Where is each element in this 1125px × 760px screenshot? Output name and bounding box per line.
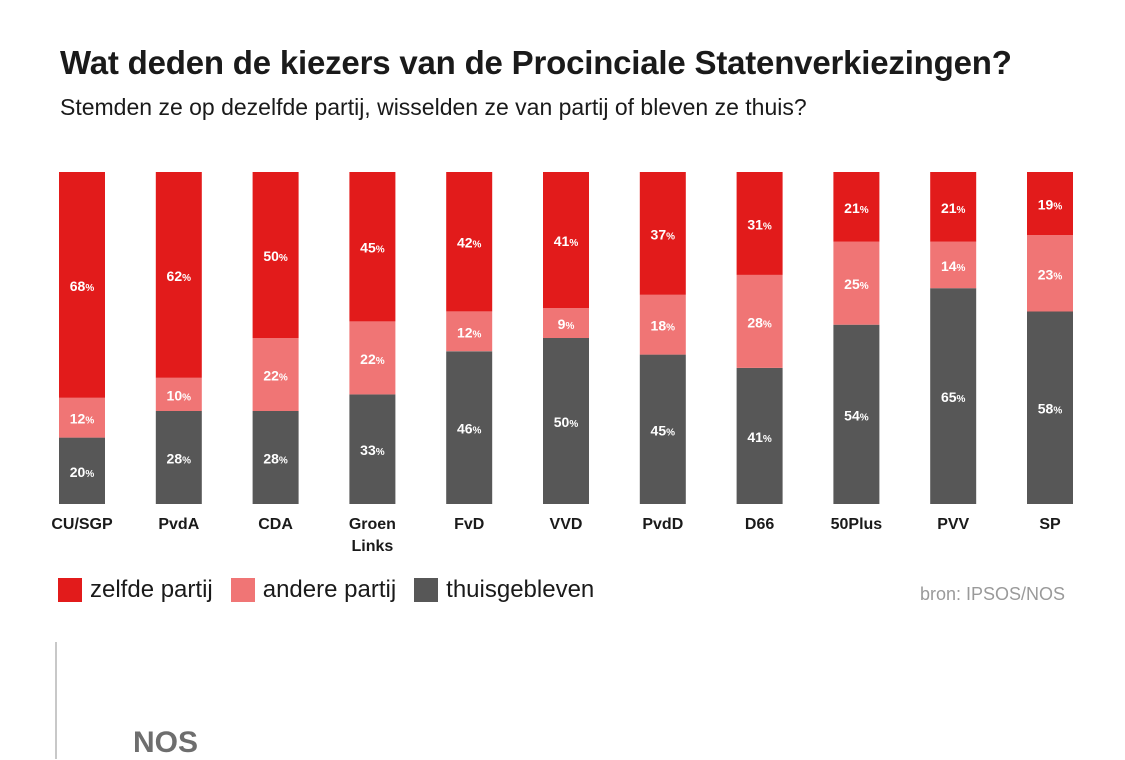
bar-segment <box>833 324 880 504</box>
data-label: 23% <box>1038 266 1063 282</box>
bar-segment <box>639 354 686 504</box>
bar-segment <box>833 241 880 325</box>
bar-segment <box>543 338 589 504</box>
bar-segment <box>833 172 880 242</box>
data-label: 14% <box>941 258 966 274</box>
legend-label-thuis: thuisgebleven <box>446 576 595 603</box>
bar-segment <box>639 172 686 295</box>
bar-segment <box>930 288 977 504</box>
data-label: 42% <box>457 235 482 251</box>
data-label: 28% <box>263 451 288 467</box>
data-label: 12% <box>70 411 95 427</box>
bar-segment <box>930 172 977 242</box>
source-note: bron: IPSOS/NOS <box>919 584 1065 604</box>
data-label: 22% <box>263 368 288 384</box>
bar-segment <box>252 411 299 504</box>
data-label: 9% <box>558 316 575 332</box>
footer-divider <box>55 642 57 759</box>
category-label: VVD <box>550 516 583 533</box>
data-label: 21% <box>844 200 869 216</box>
category-label: PVV <box>937 516 969 533</box>
data-label: 58% <box>1038 401 1063 417</box>
bar-segment <box>252 172 299 338</box>
data-label: 31% <box>747 217 772 233</box>
data-label: 37% <box>651 226 676 242</box>
chart-legend: zelfde partij andere partij thuisgebleve… <box>58 576 612 604</box>
legend-swatch-zelfde <box>58 578 82 602</box>
category-label: SP <box>1039 516 1061 533</box>
legend-label-andere: andere partij <box>262 576 397 603</box>
data-label: 62% <box>167 268 192 284</box>
bar-segment <box>59 437 105 504</box>
data-label: 33% <box>360 442 385 458</box>
bar-segment <box>543 172 589 309</box>
brand-logo-text: NOS <box>133 726 199 759</box>
data-label: 46% <box>457 421 482 437</box>
bar-segment <box>736 172 783 275</box>
data-label: 65% <box>941 389 966 405</box>
data-label: 54% <box>844 407 869 423</box>
data-label: 18% <box>651 318 676 334</box>
bar-segment <box>155 411 202 504</box>
category-label: PvdA <box>158 516 199 533</box>
data-label: 68% <box>70 278 95 294</box>
legend-label-zelfde: zelfde partij <box>90 576 213 603</box>
bar-segment <box>736 367 783 504</box>
data-label: 41% <box>554 233 579 249</box>
bar-segment <box>59 397 105 438</box>
bar-segment <box>349 172 396 322</box>
data-label: 21% <box>941 200 966 216</box>
stacked-bar-chart: 20% 12% 68% CU/SGP 28% 10% 62% PvdA 28% 22% 50% CDA… <box>51 172 1073 555</box>
bar-segment <box>1027 235 1073 312</box>
chart-subtitle: Stemden ze op dezelfde partij, wisselden… <box>60 94 807 120</box>
category-label: D66 <box>745 516 774 533</box>
data-label: 45% <box>360 240 385 256</box>
bar-segment <box>930 241 977 289</box>
bar-segment <box>1027 172 1073 236</box>
category-label: Links <box>352 538 394 555</box>
bar-segment <box>1027 311 1073 504</box>
legend-item-zelfde: zelfde partij <box>58 576 213 604</box>
bar-segment <box>446 351 493 504</box>
bar-segment <box>446 172 493 312</box>
data-label: 28% <box>747 314 772 330</box>
data-label: 19% <box>1038 197 1063 213</box>
category-label: Groen <box>349 516 396 533</box>
legend-item-thuis: thuisgebleven <box>414 576 594 604</box>
bar-segment <box>446 311 493 352</box>
data-label: 12% <box>457 324 482 340</box>
chart-title: Wat deden de kiezers van de Procinciale … <box>60 44 1012 81</box>
legend-swatch-thuis <box>414 578 439 602</box>
category-label: PvdD <box>642 516 683 533</box>
data-label: 45% <box>651 422 676 438</box>
category-label: 50Plus <box>831 516 883 533</box>
bar-segment <box>155 377 202 411</box>
category-label: FvD <box>454 516 484 533</box>
category-label: CU/SGP <box>51 516 113 533</box>
bar-segment <box>155 172 202 378</box>
data-label: 25% <box>844 276 869 292</box>
bar-segment <box>252 338 299 411</box>
bar-segment <box>639 294 686 355</box>
data-label: 20% <box>70 464 95 480</box>
data-label: 22% <box>360 351 385 367</box>
data-label: 50% <box>554 414 579 430</box>
bar-segment <box>736 274 783 368</box>
bar-segment <box>349 321 396 395</box>
legend-item-andere: andere partij <box>230 576 397 604</box>
legend-swatch-andere <box>230 578 255 602</box>
category-label: CDA <box>258 516 293 533</box>
bar-segment <box>59 172 105 398</box>
data-label: 41% <box>747 429 772 445</box>
data-label: 50% <box>263 248 288 264</box>
bar-segment <box>543 308 589 338</box>
bar-segment <box>349 394 396 504</box>
data-label: 10% <box>167 387 192 403</box>
data-label: 28% <box>167 451 192 467</box>
